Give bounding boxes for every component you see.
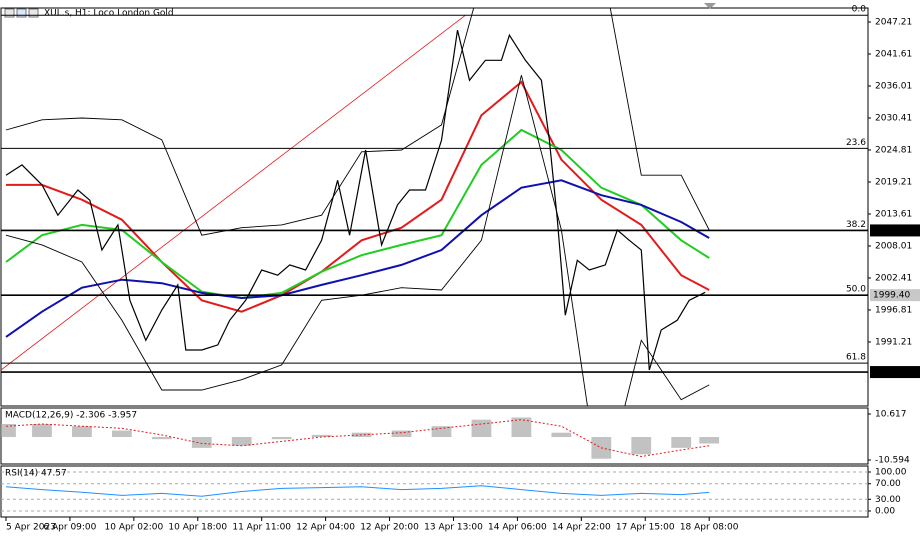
y-tick-label: 2041.61 (875, 49, 912, 59)
macd-bar (631, 437, 652, 455)
macd-bar (72, 426, 92, 438)
y-tick-label: 2047.21 (875, 17, 912, 27)
macd-bar (471, 419, 492, 438)
macd-bar (551, 432, 572, 438)
macd-bar (271, 437, 292, 440)
moving-average (5, 179, 710, 338)
panel-title: MACD(12,26,9) -2.306 -3.957 (5, 411, 137, 421)
x-tick-label: 5 Apr 2023 (6, 523, 56, 533)
x-tick-label: 12 Apr 04:00 (296, 523, 355, 533)
y-tick-label: 2002.41 (875, 273, 912, 283)
y-tick-label: 2030.41 (875, 113, 912, 123)
macd-plot (1, 417, 720, 459)
price-label-box (870, 366, 920, 379)
macd-signal (5, 419, 710, 458)
x-tick-label: 13 Apr 13:00 (424, 523, 483, 533)
window-icon[interactable] (16, 8, 27, 18)
y-tick-label: 70.00 (875, 479, 901, 489)
chart-title: XUL.s, H1: Loco London Gold (44, 9, 174, 19)
x-tick-label: 17 Apr 15:00 (616, 523, 675, 533)
price-label-box (870, 289, 920, 302)
y-tick-label: 0.00 (875, 506, 895, 516)
y-tick-label: -10.594 (875, 455, 910, 465)
y-tick-label: 2013.61 (875, 209, 912, 219)
y-tick-label: 30.00 (875, 495, 901, 505)
y-tick-label: 1996.81 (875, 305, 912, 315)
main-panel (0, 7, 869, 407)
x-tick-label: 10 Apr 18:00 (168, 523, 227, 533)
x-tick-label: 11 Apr 11:00 (232, 523, 291, 533)
menu-icon[interactable] (4, 8, 15, 18)
rsi-panel (0, 465, 869, 518)
macd-bar (431, 426, 452, 438)
y-tick-label: 1991.21 (875, 337, 912, 347)
macd-bar (32, 424, 52, 438)
bollinger-band (5, 8, 710, 236)
x-tick-label: 14 Apr 22:00 (552, 523, 611, 533)
x-tick-label: 12 Apr 20:00 (360, 523, 419, 533)
price-label-box (870, 224, 920, 237)
fib-label: 50.0 (846, 285, 866, 295)
macd-bar (151, 437, 172, 440)
x-tick-label: 10 Apr 02:00 (105, 523, 164, 533)
fib-label: 0.0 (852, 5, 867, 15)
panel-title: RSI(14) 47.57 (5, 469, 67, 479)
macd-bar (699, 437, 720, 444)
macd-bar (1, 424, 16, 438)
close-icon[interactable] (28, 8, 39, 18)
moving-average (6, 80, 710, 313)
macd-bar (671, 437, 692, 448)
price-line (5, 29, 706, 371)
fib-label: 61.8 (846, 353, 866, 363)
macd-bar (311, 434, 332, 438)
rsi-line (5, 485, 710, 497)
macd-bar (391, 430, 412, 438)
price-label: 1985.94 (873, 368, 910, 378)
fib-trendline (1, 14, 466, 371)
x-tick-label: 6 Apr 09:00 (43, 523, 96, 533)
rsi-plot (5, 485, 710, 497)
macd-bar (231, 437, 252, 446)
x-tick-label: 18 Apr 08:00 (680, 523, 739, 533)
fib-label: 23.6 (846, 138, 866, 148)
y-tick-label: 2019.21 (875, 177, 912, 187)
y-tick-label: 2024.81 (875, 145, 912, 155)
price-label: 2010.73 (873, 226, 910, 236)
macd-bar (191, 437, 212, 448)
shift-marker (704, 3, 716, 9)
fib-label: 38.2 (846, 220, 866, 230)
macd-bar (511, 417, 532, 438)
price-label: 1999.40 (873, 291, 910, 301)
y-tick-label: 10.617 (875, 409, 907, 419)
y-tick-label: 2036.01 (875, 81, 912, 91)
y-tick-label: 100.00 (875, 468, 907, 478)
y-tick-label: 2008.01 (875, 241, 912, 251)
macd-bar (111, 430, 132, 438)
x-tick-label: 14 Apr 06:00 (488, 523, 547, 533)
